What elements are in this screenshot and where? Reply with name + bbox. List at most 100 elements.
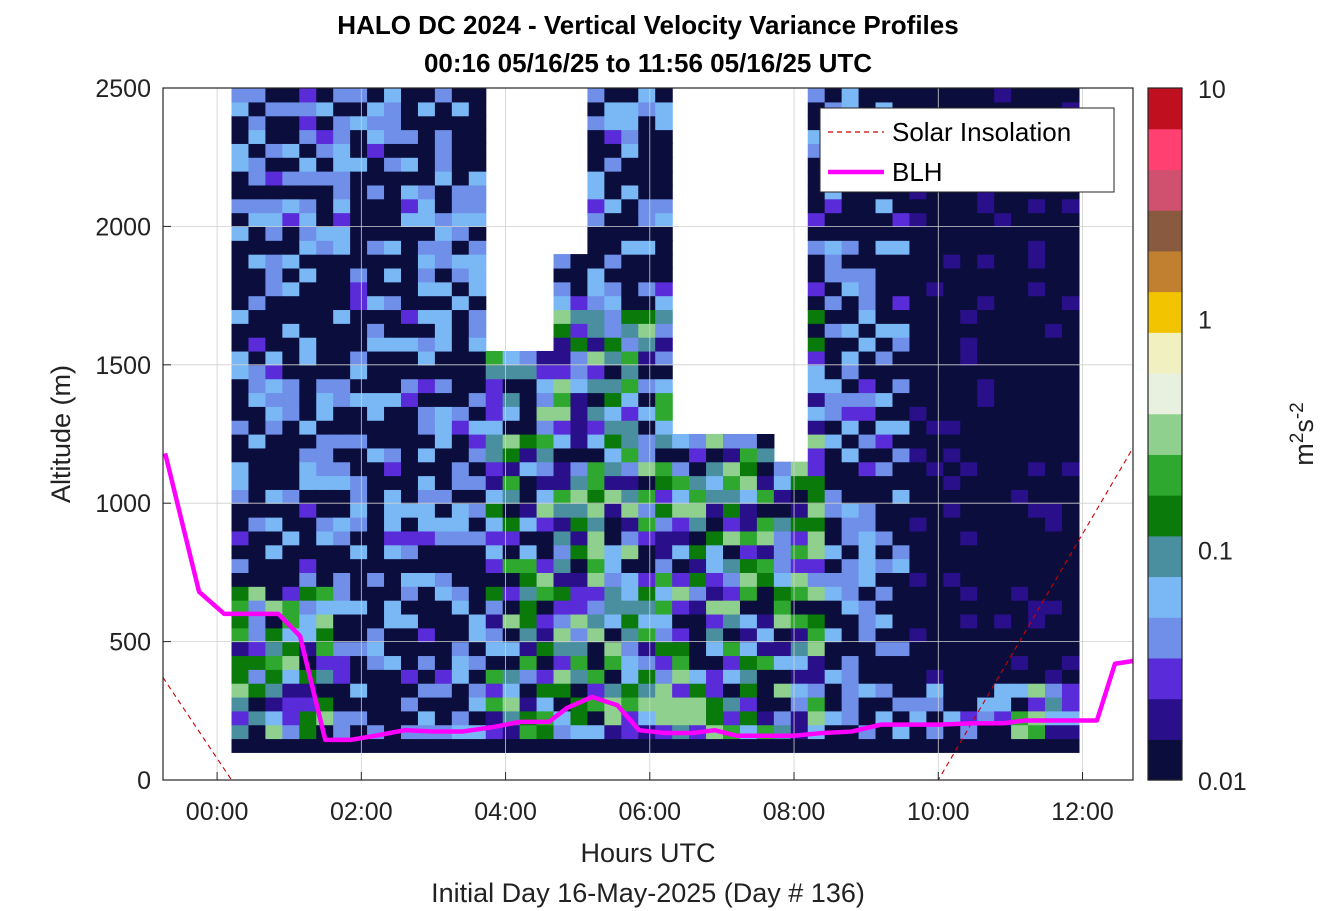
heatmap-cell [807, 572, 826, 587]
heatmap-cell [756, 489, 775, 504]
heatmap-cell [451, 212, 470, 227]
heatmap-cell [333, 420, 351, 435]
heatmap-cell [536, 724, 555, 740]
heatmap-cell [1061, 503, 1080, 518]
heatmap-cell [587, 364, 605, 380]
heatmap-cell [384, 392, 402, 407]
heatmap-cell [824, 669, 843, 684]
heatmap-cell [773, 586, 792, 601]
heatmap-cell [1011, 309, 1029, 324]
heatmap-cell [299, 489, 317, 504]
heatmap-cell [519, 544, 538, 560]
heatmap-cell [299, 323, 317, 338]
heatmap-cell [1028, 447, 1046, 463]
heatmap-cell [638, 295, 656, 311]
heatmap-cell [468, 683, 487, 698]
heatmap-cell [858, 600, 877, 615]
heatmap-cell [367, 406, 385, 421]
colorbar-segment [1148, 576, 1182, 618]
heatmap-cell [706, 447, 724, 463]
heatmap-cell [468, 226, 487, 241]
heatmap-cell [604, 669, 622, 684]
heatmap-cell [1061, 627, 1080, 643]
heatmap-cell [994, 267, 1012, 283]
heatmap-cell [350, 627, 368, 643]
heatmap-cell [519, 392, 538, 407]
heatmap-cell [858, 323, 877, 338]
heatmap-cell [384, 669, 402, 684]
heatmap-cell [960, 683, 978, 698]
heatmap-cell [417, 641, 436, 657]
heatmap-cell [926, 696, 944, 712]
heatmap-cell [333, 600, 351, 615]
heatmap-cell [1045, 517, 1063, 532]
heatmap-cell [977, 655, 995, 670]
heatmap-cell [384, 683, 402, 698]
heatmap-cell [672, 461, 690, 477]
heatmap-cell [1045, 558, 1063, 573]
heatmap-cell [350, 517, 368, 532]
heatmap-cell [570, 406, 589, 421]
heatmap-cell [858, 447, 877, 463]
heatmap-cell [604, 254, 622, 269]
heatmap-cell [1061, 696, 1080, 712]
heatmap-cell [1011, 240, 1029, 255]
heatmap-cell [977, 544, 995, 560]
heatmap-cell [350, 129, 368, 144]
heatmap-cell [502, 696, 521, 712]
heatmap-cell [316, 143, 334, 158]
heatmap-cell [960, 572, 978, 587]
heatmap-cell [451, 281, 470, 297]
heatmap-cell [282, 88, 300, 103]
heatmap-cell [892, 212, 911, 227]
heatmap-cell [333, 171, 351, 186]
heatmap-cell [892, 240, 911, 255]
heatmap-cell [1061, 530, 1080, 546]
heatmap-cell [231, 254, 250, 269]
heatmap-cell [926, 544, 944, 560]
heatmap-cell [265, 724, 283, 740]
heatmap-cell [553, 323, 572, 338]
heatmap-cell [570, 392, 589, 407]
heatmap-cell [1011, 212, 1029, 227]
heatmap-cell [824, 240, 843, 255]
heatmap-cell [858, 669, 877, 684]
heatmap-cell [519, 350, 538, 366]
heatmap-cell [723, 627, 741, 643]
heatmap-cell [485, 378, 504, 394]
heatmap-cell [1028, 267, 1046, 283]
heatmap-cell [638, 115, 656, 131]
heatmap-cell [451, 171, 470, 186]
heatmap-cell [960, 88, 978, 103]
heatmap-cell [909, 350, 927, 366]
colorbar-segment [1148, 210, 1182, 252]
heatmap-cell [451, 503, 470, 518]
heatmap-cell [553, 434, 572, 449]
heatmap-cell [655, 710, 673, 726]
heatmap-cell [587, 420, 605, 435]
heatmap-cell [672, 710, 690, 726]
heatmap-cell [892, 558, 911, 573]
heatmap-cell [1045, 489, 1063, 504]
heatmap-cell [553, 613, 572, 629]
heatmap-cell [265, 101, 283, 117]
heatmap-cell [909, 600, 927, 615]
heatmap-cell [994, 627, 1012, 643]
heatmap-cell [248, 627, 267, 643]
heatmap-cell [739, 517, 758, 532]
heatmap-cell [434, 655, 453, 670]
heatmap-cell [875, 461, 894, 477]
heatmap-cell [350, 378, 368, 394]
heatmap-cell [265, 434, 283, 449]
heatmap-cell [1011, 420, 1029, 435]
heatmap-cell [485, 572, 504, 587]
heatmap-cell [1028, 378, 1046, 394]
heatmap-cell [468, 420, 487, 435]
heatmap-cell [621, 350, 639, 366]
heatmap-cell [943, 447, 961, 463]
heatmap-cell [367, 489, 385, 504]
heatmap-cell [519, 378, 538, 394]
heatmap-cell [655, 254, 673, 269]
heatmap-cell [994, 724, 1012, 740]
